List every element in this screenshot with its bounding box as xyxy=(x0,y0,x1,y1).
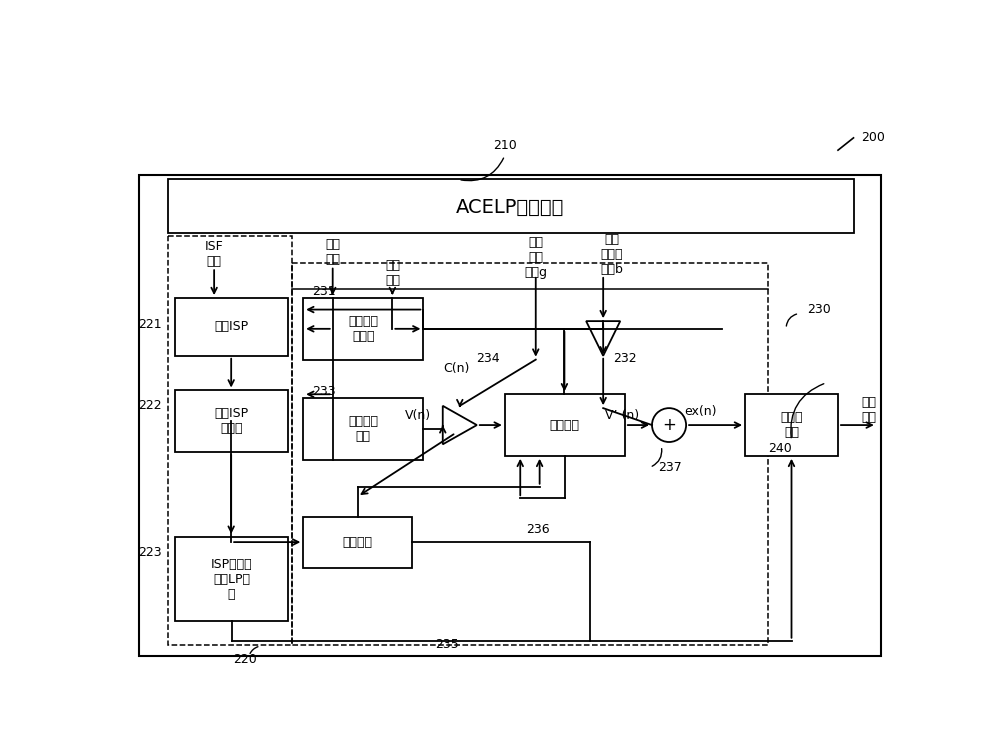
Text: 合成滤
波器: 合成滤 波器 xyxy=(780,411,803,439)
Text: 236: 236 xyxy=(526,523,550,535)
Bar xyxy=(292,264,768,644)
Bar xyxy=(168,237,292,644)
Bar xyxy=(303,298,423,360)
Bar xyxy=(505,394,625,456)
Text: ACELP解码参数: ACELP解码参数 xyxy=(456,198,564,216)
Bar xyxy=(175,391,288,452)
Bar xyxy=(175,537,288,621)
Bar xyxy=(303,398,423,460)
Text: 231: 231 xyxy=(313,285,336,298)
Text: 基音
索引: 基音 索引 xyxy=(385,259,400,288)
Text: 解码自适
应码本: 解码自适 应码本 xyxy=(348,315,378,342)
Text: 语音
输出: 语音 输出 xyxy=(861,396,876,424)
Text: 235: 235 xyxy=(435,638,459,651)
Text: 解码ISP: 解码ISP xyxy=(214,321,249,333)
Text: 210: 210 xyxy=(493,139,517,152)
Text: V(n): V(n) xyxy=(405,409,431,421)
Text: ex(n): ex(n) xyxy=(685,406,717,418)
Text: 码本
索引: 码本 索引 xyxy=(325,238,340,266)
Text: 能量平滑: 能量平滑 xyxy=(550,418,580,432)
Text: 232: 232 xyxy=(613,351,637,364)
Text: 解码ISP
并插值: 解码ISP 并插值 xyxy=(214,407,249,436)
Bar xyxy=(745,394,838,456)
Text: 230: 230 xyxy=(807,303,831,316)
Text: 222: 222 xyxy=(139,400,162,412)
Text: 221: 221 xyxy=(139,318,162,331)
Text: +: + xyxy=(662,416,676,434)
Bar xyxy=(175,298,288,356)
Text: ISF
索引: ISF 索引 xyxy=(205,240,224,268)
Text: V’ (n): V’ (n) xyxy=(605,409,639,421)
Text: 200: 200 xyxy=(861,131,885,144)
Bar xyxy=(303,517,412,568)
Bar xyxy=(139,175,881,656)
Text: 220: 220 xyxy=(233,653,257,666)
Text: 解码固定
码本: 解码固定 码本 xyxy=(348,415,378,443)
Text: 固定
码本
增益g: 固定 码本 增益g xyxy=(524,237,547,279)
Text: ISP系数转
化为LP系
数: ISP系数转 化为LP系 数 xyxy=(211,557,252,601)
Text: C(n): C(n) xyxy=(443,363,469,376)
Bar xyxy=(168,179,854,233)
Text: 噪声检测: 噪声检测 xyxy=(342,536,372,549)
Text: 240: 240 xyxy=(768,442,792,454)
Text: 234: 234 xyxy=(476,351,500,364)
Text: 237: 237 xyxy=(658,461,682,474)
Text: 233: 233 xyxy=(313,385,336,399)
Text: 自适
应码本
增益b: 自适 应码本 增益b xyxy=(600,233,623,276)
Text: 223: 223 xyxy=(139,546,162,559)
